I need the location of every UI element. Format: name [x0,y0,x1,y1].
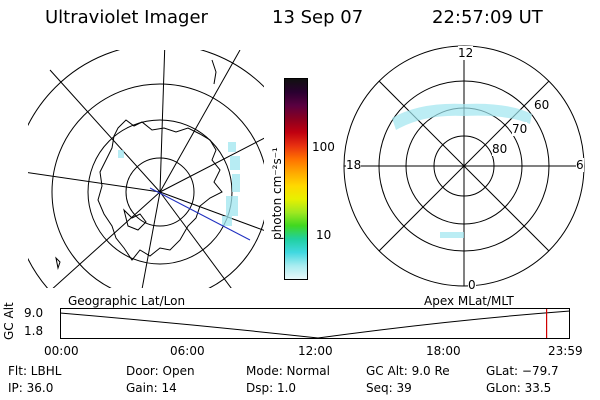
colorbar-gradient [285,79,307,279]
coastline-detail [123,208,147,231]
x-tick-0600: 06:00 [170,344,205,358]
door-info: Door: Open [126,364,195,378]
x-tick-1800: 18:00 [426,344,461,358]
glat-info: GLat: −79.7 [486,364,559,378]
auroral-oval [392,103,532,238]
lat-circle [51,83,264,288]
seq-info: Seq: 39 [366,381,412,395]
colorbar-unit-label: photon cm⁻²s⁻¹ [270,147,284,240]
coastline-fragment [211,59,217,85]
apex-caption: Apex MLat/MLT [424,294,514,308]
mlt-label-18: 18 [346,158,362,172]
mode-info: Mode: Normal [246,364,330,378]
coastline [97,119,223,261]
timeline-frame [60,308,570,339]
meridian-line [28,172,161,193]
altitude-curve [60,310,571,339]
orbit-track [149,187,251,241]
geographic-caption: Geographic Lat/Lon [68,294,186,308]
mlt-line-diag-2 [378,80,550,252]
colorbar [284,78,308,280]
geographic-map [28,50,264,288]
island [55,256,61,270]
mlt-label-0: 0 [468,278,476,292]
mlt-label-12: 12 [458,46,474,60]
meridian-line [52,191,161,288]
lat-circle [125,157,195,227]
meridian-line [159,50,166,193]
mlat-label-80: 80 [492,142,508,156]
dsp-info: Dsp: 1.0 [246,381,297,395]
mlt-label-6: 6 [576,158,584,172]
time-label: 22:57:09 UT [432,7,543,28]
meridian-line [141,191,161,288]
gain-info: Gain: 14 [126,381,177,395]
x-tick-2359: 23:59 [548,344,583,358]
ip-info: IP: 36.0 [8,381,54,395]
altitude-timeline [60,308,571,339]
meridian-line [159,137,264,193]
apex-polar-plot [343,45,585,287]
date-label: 13 Sep 07 [272,7,364,28]
colorbar-tick-100: 100 [312,140,335,154]
meridian-line [159,50,241,193]
x-tick-0000: 00:00 [44,344,79,358]
gc-alt-info: GC Alt: 9.0 Re [366,364,450,378]
meridian-line [159,191,232,288]
glon-info: GLon: 33.5 [486,381,552,395]
mlat-label-70: 70 [512,122,528,136]
x-tick-1200: 12:00 [298,344,333,358]
colorbar-tick-10: 10 [316,228,332,242]
instrument-title: Ultraviolet Imager [45,7,208,28]
alt-axis-title: GC Alt [2,302,16,340]
filter-info: Flt: LBHL [8,364,62,378]
alt-tick-high: 9.0 [24,306,44,320]
meridian-line [49,69,161,193]
alt-tick-low: 1.8 [24,324,44,338]
mlat-label-60: 60 [534,98,550,112]
